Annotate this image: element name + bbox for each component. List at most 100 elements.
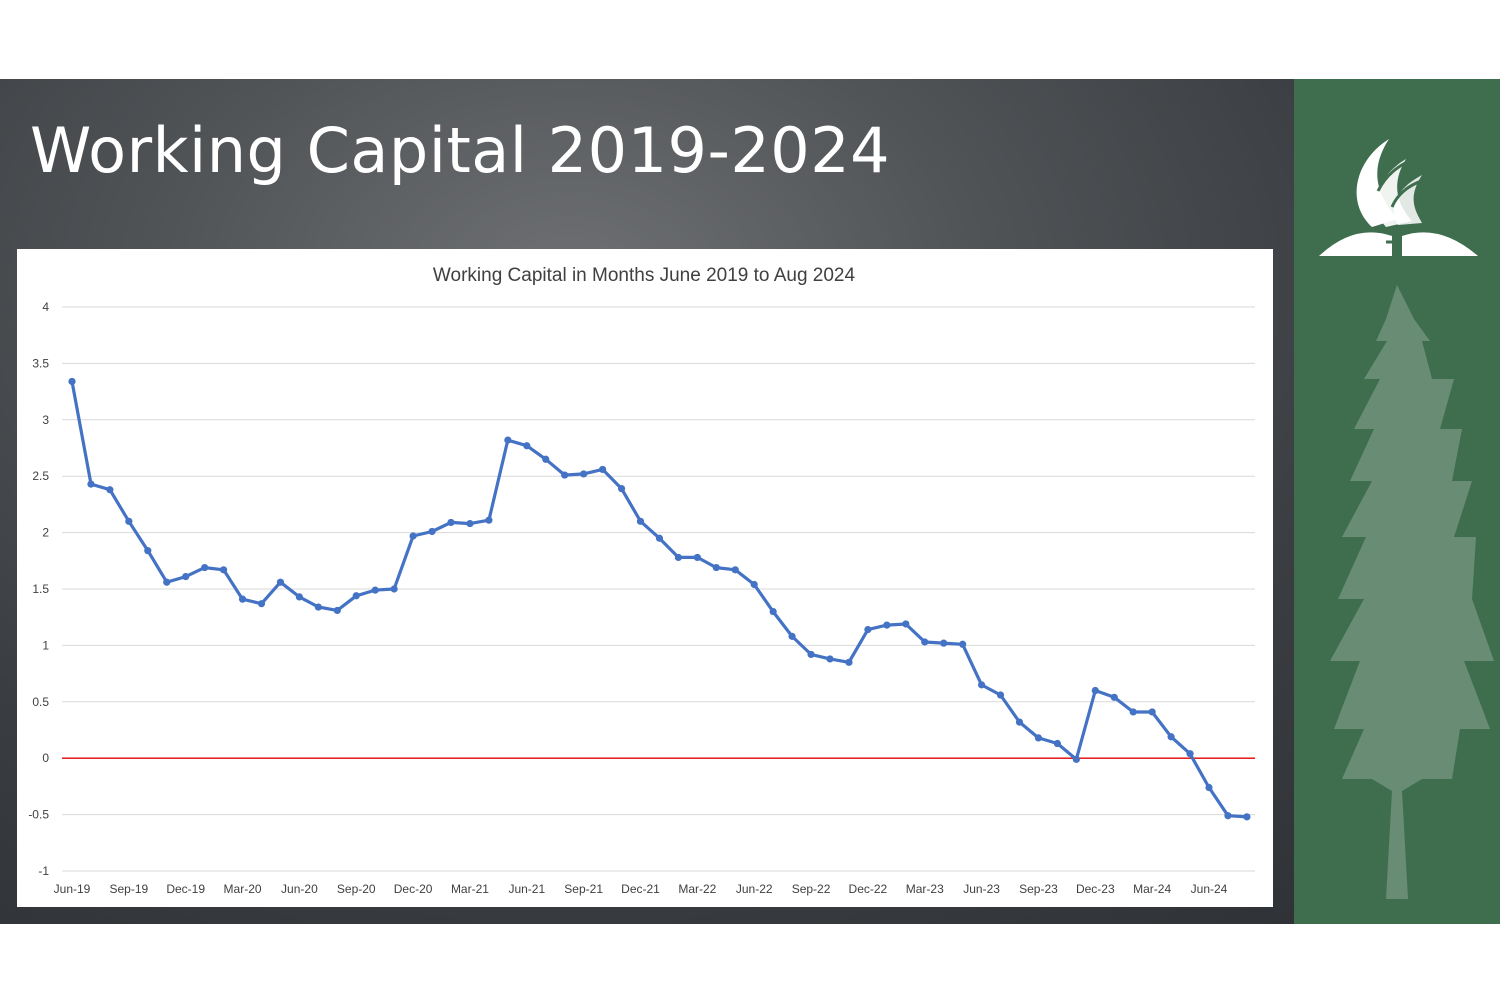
data-point: [1072, 755, 1080, 763]
data-point: [1243, 813, 1251, 821]
data-point: [1167, 733, 1175, 741]
data-point: [163, 578, 171, 586]
y-axis-ticks: 4 3.5 3 2.5 2 1.5 1 0.5 0 -0.5 -1: [28, 300, 49, 878]
y-tick-label: 2.5: [32, 469, 49, 483]
x-tick-label: Jun-20: [281, 882, 318, 896]
x-tick-label: Jun-22: [736, 882, 773, 896]
x-tick-label: Dec-19: [166, 882, 205, 896]
data-point: [636, 517, 645, 525]
data-point: [959, 640, 967, 648]
x-tick-label: Mar-24: [1133, 882, 1171, 896]
y-tick-label: 1: [42, 638, 49, 652]
x-tick-label: Sep-22: [792, 882, 831, 896]
x-tick-label: Dec-23: [1076, 882, 1115, 896]
data-point: [1129, 708, 1137, 716]
x-tick-label: Jun-23: [963, 882, 1000, 896]
data-point: [1148, 708, 1156, 716]
data-point: [523, 442, 531, 450]
data-point: [238, 595, 247, 603]
data-point: [485, 516, 493, 524]
data-point: [864, 626, 872, 634]
data-point: [712, 563, 720, 572]
y-tick-label: -1: [38, 864, 49, 878]
x-tick-label: Dec-22: [849, 882, 888, 896]
data-point: [788, 632, 796, 640]
x-tick-label: Jun-21: [508, 882, 545, 896]
data-point: [220, 566, 228, 574]
data-point: [106, 486, 114, 494]
data-point: [87, 480, 95, 488]
chart-card: Working Capital in Months June 2019 to A…: [17, 249, 1273, 907]
x-tick-label: Mar-23: [906, 882, 944, 896]
y-tick-label: 3.5: [32, 356, 49, 370]
data-point: [750, 580, 758, 589]
y-tick-label: 0.5: [32, 695, 49, 709]
data-point: [807, 650, 815, 659]
gridlines: [62, 306, 1255, 872]
x-tick-label: Sep-23: [1019, 882, 1058, 896]
data-point: [504, 436, 512, 444]
data-point: [371, 586, 379, 594]
data-point: [409, 532, 417, 540]
data-point: [561, 471, 569, 479]
x-tick-label: Dec-21: [621, 882, 660, 896]
side-panel: [1294, 79, 1500, 924]
data-point: [674, 553, 683, 562]
data-point: [826, 655, 834, 663]
y-tick-label: 0: [42, 751, 49, 765]
data-point: [1224, 812, 1232, 820]
x-tick-label: Mar-21: [451, 882, 489, 896]
line-chart: Working Capital in Months June 2019 to A…: [28, 265, 1255, 896]
data-point: [883, 621, 891, 629]
y-tick-label: 2: [42, 526, 49, 540]
data-point: [144, 547, 152, 555]
data-point: [655, 534, 664, 542]
data-point: [276, 578, 285, 586]
data-point: [693, 553, 701, 562]
data-point: [1034, 734, 1043, 742]
data-point: [125, 517, 133, 525]
data-point: [599, 465, 607, 474]
x-axis-ticks: Jun-19 Sep-19 Dec-19 Mar-20 Jun-20 Sep-20 Dec-…: [54, 882, 1228, 896]
data-point: [769, 607, 777, 616]
data-point: [447, 518, 455, 527]
series-line: [70, 379, 1249, 819]
y-tick-label: -0.5: [28, 808, 49, 822]
x-tick-label: Mar-22: [678, 882, 716, 896]
data-point: [466, 519, 474, 528]
slide: Working Capital 2019-2024 Working Capita…: [0, 79, 1500, 924]
x-tick-label: Jun-24: [1191, 882, 1228, 896]
data-point: [902, 620, 910, 628]
data-point: [182, 572, 190, 581]
data-point: [1110, 693, 1118, 701]
data-point: [731, 566, 739, 574]
data-point: [428, 527, 436, 536]
data-point: [542, 455, 550, 463]
data-point: [1186, 750, 1194, 758]
data-point: [295, 593, 303, 601]
data-point: [845, 658, 853, 666]
x-tick-label: Sep-20: [337, 882, 376, 896]
data-point: [257, 600, 266, 608]
data-point: [1015, 718, 1024, 726]
data-point: [1205, 783, 1213, 792]
data-point: [390, 585, 398, 593]
data-point: [617, 485, 626, 493]
x-tick-label: Sep-21: [564, 882, 603, 896]
y-tick-label: 4: [42, 300, 49, 314]
data-point: [1091, 686, 1099, 695]
data-point: [314, 603, 322, 611]
data-point: [352, 592, 360, 600]
y-tick-label: 1.5: [32, 582, 49, 596]
y-tick-label: 3: [42, 413, 49, 427]
series-working-capital: [68, 377, 1251, 821]
data-point: [68, 377, 76, 386]
data-point: [580, 470, 588, 478]
x-tick-label: Dec-20: [394, 882, 433, 896]
sda-flame-bible-logo-icon: [1319, 139, 1478, 259]
data-point: [978, 681, 986, 689]
x-tick-label: Jun-19: [54, 882, 91, 896]
data-point: [201, 563, 209, 572]
data-point: [1053, 739, 1061, 748]
data-point: [333, 606, 341, 615]
